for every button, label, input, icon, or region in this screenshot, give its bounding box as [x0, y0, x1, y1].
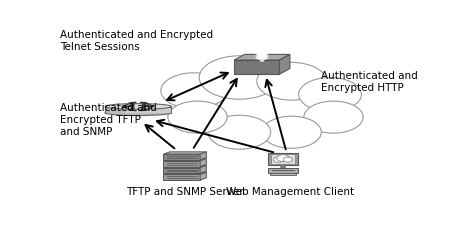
Bar: [163, 168, 200, 173]
Polygon shape: [200, 159, 207, 167]
Polygon shape: [200, 165, 207, 173]
Bar: [268, 168, 298, 173]
Circle shape: [208, 115, 271, 149]
Bar: [105, 107, 171, 113]
Circle shape: [284, 157, 292, 162]
Circle shape: [277, 155, 289, 161]
Circle shape: [199, 56, 279, 99]
Bar: [234, 60, 279, 74]
Bar: [271, 155, 295, 164]
Bar: [163, 174, 200, 180]
Polygon shape: [279, 54, 290, 74]
Circle shape: [262, 116, 321, 148]
Bar: [163, 161, 200, 167]
Polygon shape: [163, 172, 207, 174]
Text: Web Management Client: Web Management Client: [226, 187, 354, 197]
Circle shape: [304, 101, 363, 133]
Polygon shape: [200, 172, 207, 180]
Polygon shape: [163, 165, 207, 168]
Ellipse shape: [105, 104, 171, 109]
Circle shape: [299, 77, 361, 111]
Circle shape: [274, 157, 284, 162]
Polygon shape: [163, 159, 207, 161]
Bar: [105, 107, 125, 113]
Circle shape: [257, 62, 327, 100]
Circle shape: [161, 73, 227, 109]
Text: Authenticated and
Encrypted HTTP: Authenticated and Encrypted HTTP: [321, 72, 418, 93]
Polygon shape: [200, 152, 207, 160]
Polygon shape: [234, 54, 290, 60]
Ellipse shape: [105, 110, 171, 116]
Polygon shape: [163, 152, 207, 154]
Bar: [270, 173, 296, 175]
Text: Authenticated and Encrypted
Telnet Sessions: Authenticated and Encrypted Telnet Sessi…: [60, 30, 213, 52]
Text: TFTP and SNMP Server: TFTP and SNMP Server: [126, 187, 244, 197]
Text: Authenticated and
Encrypted TFTP
and SNMP: Authenticated and Encrypted TFTP and SNM…: [60, 103, 157, 136]
Bar: [163, 154, 200, 160]
Bar: [268, 153, 298, 165]
Circle shape: [168, 101, 227, 133]
